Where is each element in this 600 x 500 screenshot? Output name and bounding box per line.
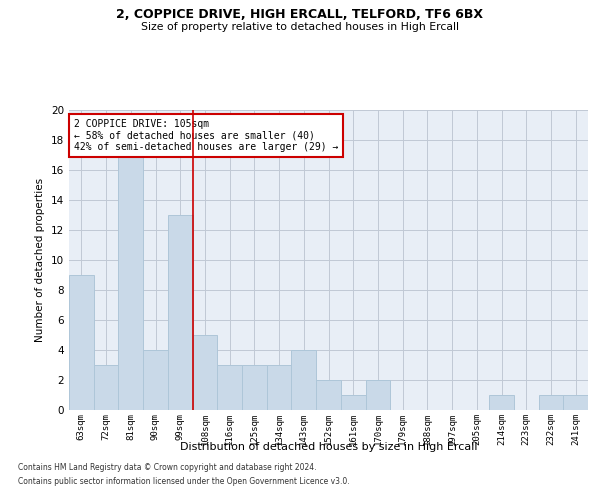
Bar: [267, 365, 292, 410]
Bar: [168, 215, 193, 410]
Bar: [69, 275, 94, 410]
Text: Contains public sector information licensed under the Open Government Licence v3: Contains public sector information licen…: [18, 477, 350, 486]
Bar: [539, 395, 563, 410]
Bar: [292, 350, 316, 410]
Bar: [118, 155, 143, 410]
Y-axis label: Number of detached properties: Number of detached properties: [35, 178, 46, 342]
Bar: [563, 395, 588, 410]
Text: Distribution of detached houses by size in High Ercall: Distribution of detached houses by size …: [180, 442, 478, 452]
Bar: [94, 365, 118, 410]
Text: Contains HM Land Registry data © Crown copyright and database right 2024.: Contains HM Land Registry data © Crown c…: [18, 464, 317, 472]
Bar: [365, 380, 390, 410]
Bar: [217, 365, 242, 410]
Bar: [341, 395, 365, 410]
Bar: [316, 380, 341, 410]
Bar: [242, 365, 267, 410]
Bar: [193, 335, 217, 410]
Bar: [143, 350, 168, 410]
Text: 2 COPPICE DRIVE: 105sqm
← 58% of detached houses are smaller (40)
42% of semi-de: 2 COPPICE DRIVE: 105sqm ← 58% of detache…: [74, 119, 338, 152]
Bar: [489, 395, 514, 410]
Text: Size of property relative to detached houses in High Ercall: Size of property relative to detached ho…: [141, 22, 459, 32]
Text: 2, COPPICE DRIVE, HIGH ERCALL, TELFORD, TF6 6BX: 2, COPPICE DRIVE, HIGH ERCALL, TELFORD, …: [116, 8, 484, 20]
